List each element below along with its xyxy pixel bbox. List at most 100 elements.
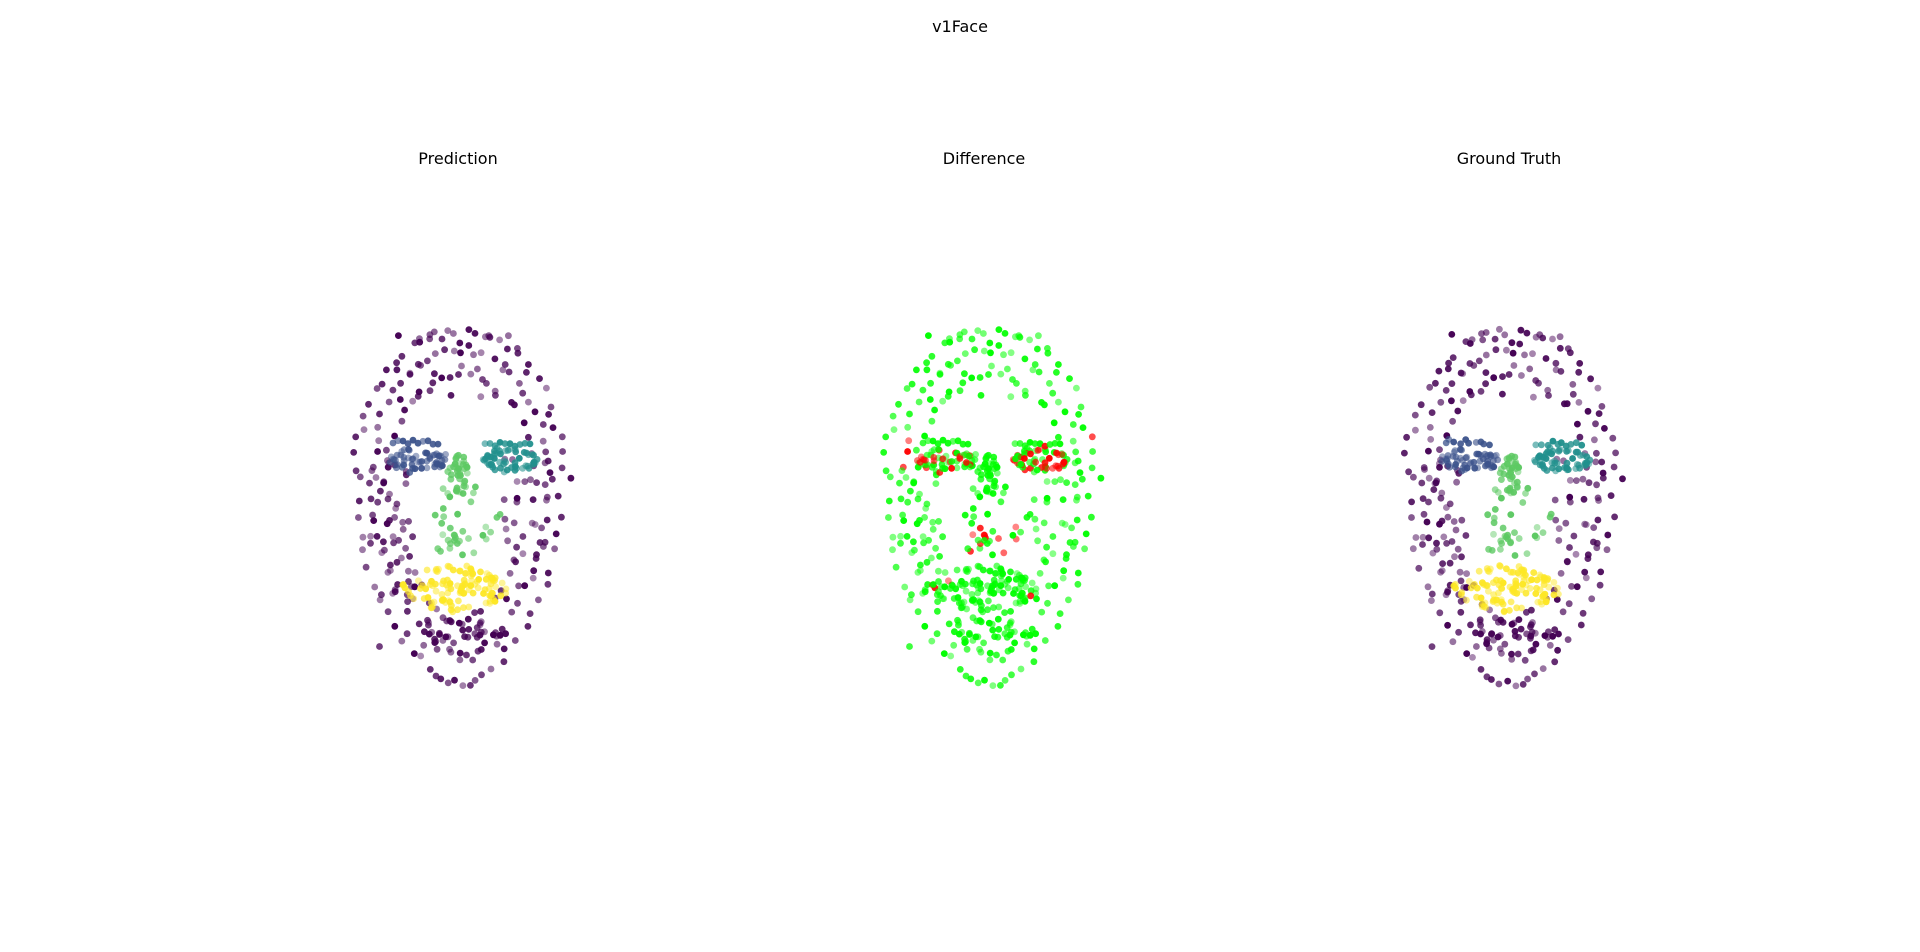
landmark-point — [1507, 598, 1515, 606]
landmark-point — [432, 638, 440, 645]
difference-point — [882, 467, 890, 475]
difference-point — [1001, 330, 1009, 337]
landmark-point — [1418, 479, 1426, 487]
landmark-point — [1477, 666, 1485, 673]
landmark-point — [1598, 458, 1606, 466]
difference-point — [976, 524, 984, 532]
landmark-point — [446, 374, 454, 381]
landmark-point — [1512, 465, 1520, 472]
difference-point — [902, 474, 910, 481]
landmark-point — [1452, 453, 1460, 461]
difference-point — [995, 342, 1003, 349]
landmark-point — [1540, 575, 1548, 583]
landmark-point — [359, 412, 367, 420]
landmark-point — [1570, 532, 1578, 540]
landmark-point — [1579, 475, 1587, 483]
landmark-point — [462, 570, 469, 577]
landmark-point — [1454, 545, 1462, 553]
landmark-point — [500, 658, 508, 666]
landmark-point — [1575, 399, 1583, 406]
landmark-point — [467, 498, 475, 506]
difference-point — [969, 505, 977, 512]
difference-point — [957, 604, 965, 612]
landmark-point — [499, 366, 507, 374]
landmark-point — [1436, 446, 1443, 453]
landmark-point — [1591, 436, 1598, 444]
difference-point — [917, 561, 924, 569]
landmark-point — [426, 455, 434, 462]
landmark-point — [1490, 374, 1498, 382]
landmark-point — [1533, 524, 1541, 531]
landmark-point — [1435, 367, 1443, 375]
landmark-point — [1531, 670, 1538, 678]
difference-point — [985, 597, 992, 605]
landmark-point — [477, 349, 485, 357]
landmark-point — [439, 531, 447, 539]
landmark-point — [467, 565, 475, 572]
landmark-point — [359, 533, 367, 541]
difference-point — [904, 423, 912, 431]
landmark-point — [430, 328, 438, 336]
difference-point — [928, 637, 936, 645]
landmark-point — [471, 630, 479, 638]
landmark-point — [1508, 650, 1515, 658]
difference-point — [1074, 569, 1082, 577]
landmark-point — [1565, 600, 1573, 608]
landmark-point — [446, 645, 453, 653]
landmark-point — [393, 500, 401, 508]
landmark-point — [491, 455, 498, 462]
difference-point — [1051, 440, 1059, 447]
difference-point — [999, 656, 1007, 664]
difference-point — [1057, 476, 1064, 484]
landmark-point — [1457, 369, 1465, 377]
landmark-point — [514, 599, 521, 607]
landmark-point — [1563, 447, 1570, 455]
landmark-point — [482, 599, 490, 607]
landmark-point — [487, 528, 494, 536]
landmark-point — [1552, 516, 1560, 524]
difference-point — [911, 546, 918, 554]
landmark-point — [460, 465, 468, 472]
difference-point — [923, 558, 931, 566]
landmark-point — [493, 640, 501, 648]
landmark-point — [1469, 654, 1476, 661]
difference-point — [921, 514, 928, 521]
landmark-point — [1459, 370, 1467, 377]
landmark-point — [1497, 546, 1504, 553]
landmark-point — [539, 437, 547, 445]
landmark-point — [418, 464, 425, 472]
landmark-point — [541, 481, 549, 488]
landmark-point — [497, 450, 504, 458]
ground-truth-face-scatter — [1401, 325, 1626, 690]
landmark-point — [1513, 604, 1521, 612]
difference-point — [962, 638, 970, 645]
difference-point — [997, 370, 1005, 378]
landmark-point — [511, 401, 518, 409]
difference-point — [976, 493, 984, 501]
landmark-point — [1440, 533, 1448, 541]
landmark-point — [477, 568, 484, 576]
difference-point — [949, 437, 957, 445]
landmark-point — [532, 555, 540, 562]
difference-point — [934, 607, 941, 615]
landmark-point — [1581, 568, 1589, 576]
landmark-point — [1563, 400, 1571, 408]
difference-point — [981, 460, 989, 468]
difference-point — [1056, 610, 1064, 617]
landmark-point — [367, 495, 375, 503]
difference-point — [1026, 511, 1034, 518]
difference-point — [1000, 351, 1007, 359]
difference-point — [1043, 543, 1050, 551]
difference-point — [905, 437, 913, 445]
landmark-point — [419, 437, 427, 445]
difference-point — [1076, 469, 1084, 476]
landmark-point — [1410, 473, 1417, 481]
difference-point — [961, 350, 969, 357]
difference-point — [1005, 576, 1013, 583]
difference-point — [1034, 345, 1041, 353]
landmark-point — [384, 608, 392, 616]
landmark-point — [378, 591, 385, 599]
landmark-point — [352, 433, 360, 441]
difference-point — [1071, 481, 1079, 488]
difference-point — [963, 565, 970, 573]
